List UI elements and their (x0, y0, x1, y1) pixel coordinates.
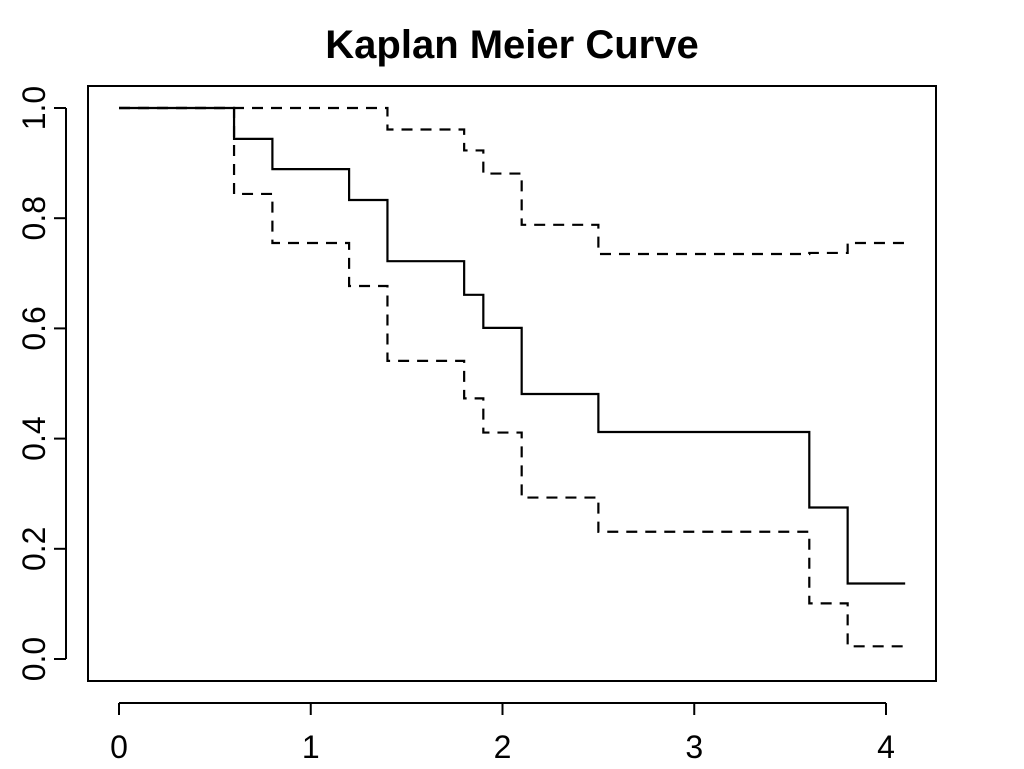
y-axis: 0.0 0.2 0.4 0.6 0.8 1.0 (16, 86, 67, 681)
x-tick-label: 0 (110, 729, 128, 765)
y-tick-label: 0.6 (16, 306, 52, 350)
x-tick-label: 4 (877, 729, 895, 765)
y-tick-label: 0.4 (16, 416, 52, 460)
survival-curve (119, 106, 906, 585)
chart-title: Kaplan Meier Curve (325, 23, 698, 67)
y-tick-label: 1.0 (16, 86, 52, 130)
plot-frame (87, 85, 937, 682)
series-layer (119, 106, 906, 648)
x-tick-label: 3 (685, 729, 703, 765)
x-tick-label: 2 (494, 729, 512, 765)
upper-confidence-band (119, 106, 906, 256)
lower-confidence-band (119, 106, 906, 648)
y-tick-label: 0.8 (16, 196, 52, 240)
y-tick-label: 0.0 (16, 637, 52, 681)
y-tick-label: 0.2 (16, 527, 52, 571)
x-tick-label: 1 (302, 729, 320, 765)
x-axis: 0 1 2 3 4 (110, 702, 895, 765)
